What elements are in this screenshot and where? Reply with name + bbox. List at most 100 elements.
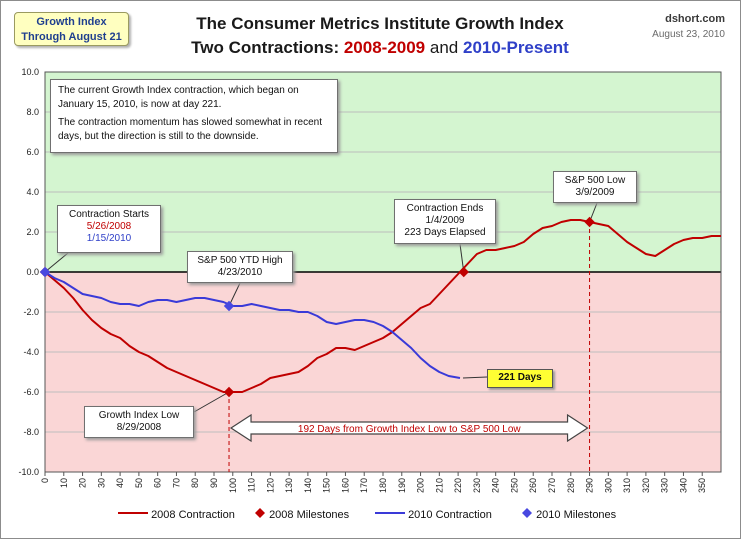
x-tick-label: 130 [284, 478, 294, 493]
milestone-marker-2010 [223, 300, 235, 312]
note-paragraph-2: The contraction momentum has slowed some… [58, 117, 323, 142]
duration-arrow-label: 192 Days from Growth Index Low to S&P 50… [298, 424, 521, 435]
x-tick-label: 110 [247, 478, 257, 492]
legend-2008-milestones: 2008 Milestones [254, 508, 349, 521]
x-tick-label: 320 [641, 478, 651, 493]
milestone-marker-2008 [458, 266, 469, 278]
subtitle-prefix: Two Contractions: [191, 38, 340, 57]
x-tick-label: 310 [622, 478, 632, 493]
y-tick-label: 4.0 [26, 187, 39, 197]
milestone-marker-2008 [223, 386, 235, 398]
y-tick-label: 2.0 [26, 227, 39, 237]
callout-contraction-starts: Contraction Starts 5/26/2008 1/15/2010 [57, 205, 161, 253]
y-tick-label: -10.0 [18, 467, 39, 477]
x-tick-label: 180 [378, 478, 388, 493]
x-tick-label: 160 [340, 478, 350, 493]
x-tick-label: 70 [171, 478, 181, 488]
x-tick-label: 200 [416, 478, 426, 493]
callout-growth-index-low: Growth Index Low 8/29/2008 [84, 406, 194, 438]
y-tick-label: 6.0 [26, 147, 39, 157]
y-tick-label: 10.0 [21, 67, 39, 77]
callout-contraction-starts-2010: 1/15/2010 [86, 233, 132, 244]
callout-contraction-starts-title: Contraction Starts [68, 209, 150, 220]
milestone-marker-2008 [584, 216, 595, 228]
x-tick-label: 290 [585, 478, 595, 493]
leader-221-days [462, 376, 488, 379]
x-tick-label: 280 [566, 478, 576, 493]
callout-sp500-low-line1: S&P 500 Low [564, 175, 626, 186]
callout-contraction-ends-line1: Contraction Ends [406, 203, 484, 214]
legend-2008-line-swatch [118, 512, 148, 514]
x-tick-label: 50 [134, 478, 144, 488]
duration-arrow [229, 413, 589, 443]
badge-line1: Growth Index [36, 16, 107, 28]
series-line-2008 [44, 219, 721, 393]
x-tick-label: 170 [359, 478, 369, 493]
x-tick-label: 90 [209, 478, 219, 488]
callout-sp500-ytd-high-line2: 4/23/2010 [217, 267, 263, 278]
leader-sp500-ytd-high [228, 282, 241, 307]
y-tick-label: -8.0 [23, 427, 39, 437]
x-tick-label: 190 [397, 478, 407, 493]
callout-221-days: 221 Days [487, 369, 553, 388]
callout-contraction-ends-line2: 1/4/2009 [425, 215, 465, 226]
badge-line2: Through August 21 [21, 31, 122, 43]
callout-contraction-ends: Contraction Ends 1/4/2009 223 Days Elaps… [394, 199, 496, 244]
legend-2010-line-swatch [375, 512, 405, 514]
subtitle-and: and [429, 38, 459, 57]
legend-2010-milestones-label: 2010 Milestones [536, 509, 617, 521]
x-tick-label: 230 [472, 478, 482, 493]
callout-sp500-ytd-high: S&P 500 YTD High 4/23/2010 [187, 251, 293, 283]
x-tick-label: 270 [547, 478, 557, 493]
chart-title: The Consumer Metrics Institute Growth In… [196, 14, 564, 33]
callout-growth-index-low-line2: 8/29/2008 [116, 422, 162, 433]
callout-sp500-low-line2: 3/9/2009 [575, 187, 615, 198]
milestone-marker-2010 [39, 266, 51, 278]
y-tick-label: -4.0 [23, 347, 39, 357]
x-tick-label: 80 [190, 478, 200, 488]
x-tick-label: 340 [678, 478, 688, 493]
chart-subtitle: Two Contractions: 2008-2009 and 2010-Pre… [150, 38, 610, 58]
subtitle-red: 2008-2009 [343, 38, 426, 57]
legend-2010-contraction-label: 2010 Contraction [408, 509, 492, 521]
growth-index-badge: Growth Index Through August 21 [14, 12, 129, 46]
legend-2010-contraction: 2010 Contraction [375, 508, 492, 521]
x-tick-label: 300 [603, 478, 613, 493]
y-tick-label: 8.0 [26, 107, 39, 117]
x-tick-label: 220 [453, 478, 463, 493]
legend-2008-diamond-swatch [255, 508, 265, 518]
commentary-note: The current Growth Index contraction, wh… [50, 79, 338, 153]
x-tick-label: 20 [78, 478, 88, 488]
y-tick-label: -2.0 [23, 307, 39, 317]
x-tick-label: 120 [265, 478, 275, 493]
x-tick-label: 30 [96, 478, 106, 488]
series-line-2010 [44, 271, 461, 379]
leader-growth-index-low [193, 391, 230, 413]
y-tick-label: 0.0 [26, 267, 39, 277]
x-tick-label: 330 [660, 478, 670, 493]
legend-2010-diamond-swatch [522, 508, 532, 518]
source-site: dshort.com [665, 13, 725, 25]
subtitle-blue: 2010-Present [463, 38, 569, 57]
callout-contraction-starts-2008: 5/26/2008 [86, 221, 132, 232]
callout-growth-index-low-line1: Growth Index Low [98, 410, 180, 421]
x-tick-label: 140 [303, 478, 313, 493]
x-tick-label: 250 [509, 478, 519, 493]
x-tick-label: 60 [153, 478, 163, 488]
x-tick-label: 150 [322, 478, 332, 493]
legend-2008-milestones-label: 2008 Milestones [269, 509, 350, 521]
callout-contraction-ends-line3: 223 Days Elapsed [404, 227, 486, 238]
legend-2010-milestones: 2010 Milestones [521, 508, 616, 521]
note-paragraph-1: The current Growth Index contraction, wh… [58, 85, 299, 110]
x-tick-label: 240 [491, 478, 501, 493]
legend-2008-contraction-label: 2008 Contraction [151, 509, 235, 521]
x-tick-label: 10 [59, 478, 69, 488]
callout-sp500-low: S&P 500 Low 3/9/2009 [553, 171, 637, 203]
negative-zone [45, 272, 721, 472]
y-tick-label: -6.0 [23, 387, 39, 397]
x-tick-label: 260 [528, 478, 538, 493]
callout-sp500-ytd-high-line1: S&P 500 YTD High [197, 255, 283, 266]
leader-contraction-starts [44, 252, 69, 273]
x-tick-label: 350 [697, 478, 707, 493]
x-tick-label: 210 [434, 478, 444, 493]
